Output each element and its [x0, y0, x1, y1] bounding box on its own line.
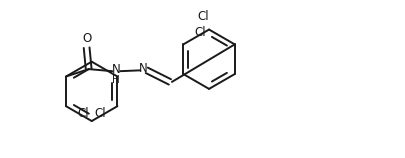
Text: Cl: Cl: [196, 10, 208, 23]
Text: N: N: [112, 63, 120, 76]
Text: Cl: Cl: [194, 26, 206, 39]
Text: Cl: Cl: [77, 107, 89, 120]
Text: H: H: [112, 75, 120, 85]
Text: Cl: Cl: [94, 107, 106, 120]
Text: O: O: [82, 32, 91, 45]
Text: N: N: [139, 62, 147, 75]
